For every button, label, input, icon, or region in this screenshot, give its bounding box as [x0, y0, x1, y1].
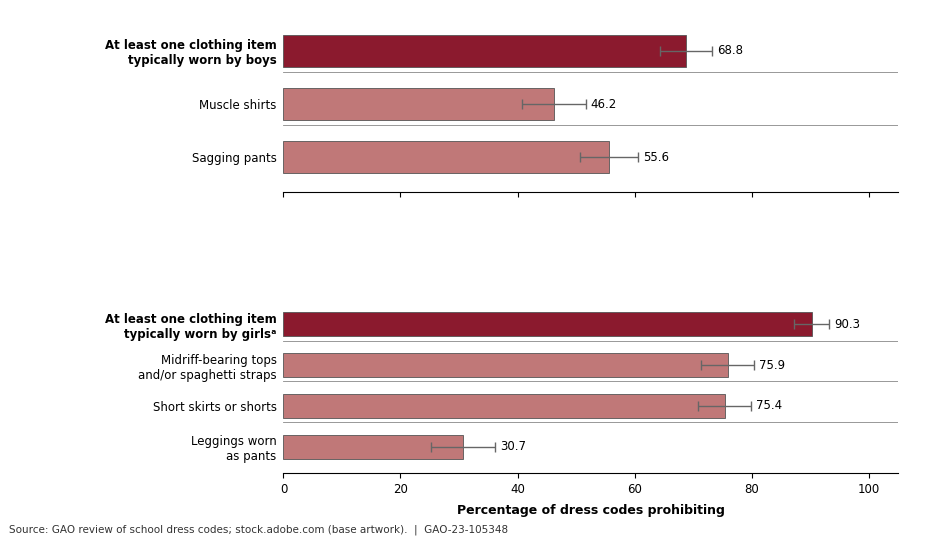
X-axis label: Percentage of dress codes prohibiting: Percentage of dress codes prohibiting	[456, 505, 724, 518]
Bar	[283, 435, 463, 459]
Bar	[283, 394, 724, 418]
Text: 46.2: 46.2	[590, 97, 616, 111]
Bar	[283, 312, 811, 336]
Bar	[283, 35, 685, 67]
Text: 30.7: 30.7	[499, 440, 526, 454]
Text: 75.4: 75.4	[755, 399, 781, 413]
Text: 68.8: 68.8	[716, 44, 742, 57]
Bar	[283, 353, 727, 377]
Bar	[283, 141, 608, 173]
Text: 75.9: 75.9	[758, 358, 784, 372]
Bar	[283, 88, 553, 120]
Text: 55.6: 55.6	[642, 151, 668, 164]
Text: Source: GAO review of school dress codes; stock.adobe.com (base artwork).  |  GA: Source: GAO review of school dress codes…	[9, 525, 508, 535]
Text: 90.3: 90.3	[834, 317, 859, 331]
